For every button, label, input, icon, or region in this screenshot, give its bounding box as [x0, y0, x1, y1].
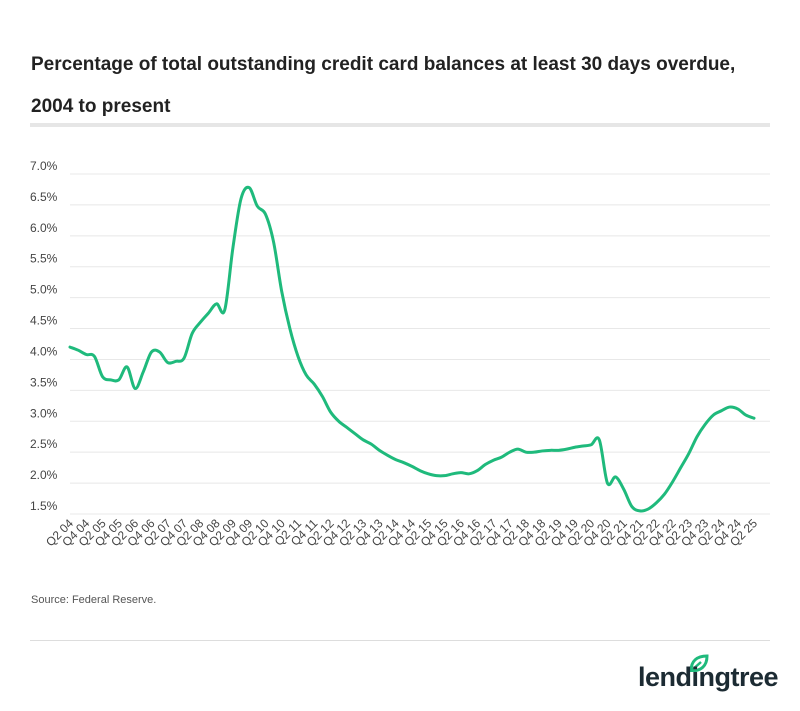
y-tick-label: 1.5%	[30, 499, 58, 513]
y-tick-label: 3.0%	[30, 406, 58, 420]
title-divider	[30, 123, 770, 127]
y-tick-label: 5.5%	[30, 252, 58, 266]
logo-text: lendingtree	[638, 662, 779, 692]
line-chart: 1.5% 2.0% 2.5% 3.0% 3.5% 4.0% 4.5% 5.0% 5.5% 6.0%…	[30, 159, 770, 549]
y-tick-label: 4.0%	[30, 344, 58, 358]
y-tick-label: 4.5%	[30, 314, 58, 328]
y-tick-label: 2.0%	[30, 468, 58, 482]
lendingtree-logo: lendingtree	[636, 652, 779, 702]
y-tick-label: 3.5%	[30, 375, 58, 389]
source-note: Source: Federal Reserve.	[31, 594, 157, 606]
y-tick-label: 7.0%	[30, 159, 58, 173]
chart-title: Percentage of total outstanding credit c…	[31, 54, 736, 117]
leaf-icon	[689, 654, 709, 672]
series-line	[68, 185, 756, 513]
y-tick-label: 6.5%	[30, 190, 58, 204]
y-tick-label: 5.0%	[30, 283, 58, 297]
y-tick-label: 2.5%	[30, 437, 58, 451]
footer-divider	[30, 640, 770, 641]
y-tick-label: 6.0%	[30, 221, 58, 235]
